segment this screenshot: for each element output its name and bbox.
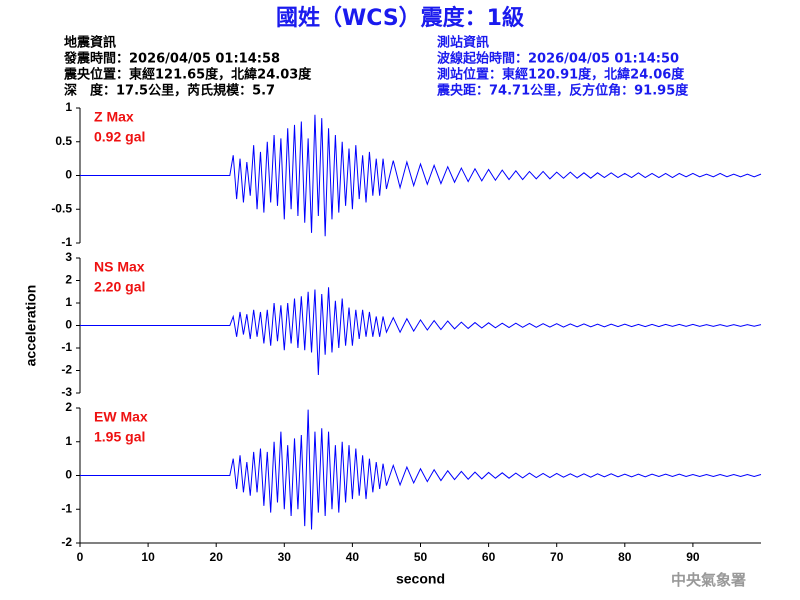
max-annotation: 1.95 gal	[94, 429, 145, 445]
y-tick-label: 1	[65, 434, 72, 448]
y-tick-label: 3	[65, 250, 72, 264]
station-line: 測站資訊	[437, 35, 489, 51]
info-line: 地震資訊	[64, 35, 116, 51]
x-tick-label: 70	[550, 550, 564, 564]
info-line: 震央位置：東經121.65度，北緯24.03度	[63, 67, 312, 83]
y-tick-label: -3	[61, 385, 72, 399]
info-line: 深 度：17.5公里，芮氏規模：5.7	[64, 83, 275, 99]
y-tick-label: 2	[65, 400, 72, 414]
max-annotation: EW Max	[94, 409, 148, 425]
y-tick-label: -1	[61, 235, 72, 249]
info-line: 發震時間：2026/04/05 01:14:58	[63, 51, 280, 67]
max-annotation: Z Max	[94, 109, 134, 125]
x-tick-label: 20	[210, 550, 224, 564]
waveform	[80, 409, 762, 530]
y-tick-label: 2	[65, 273, 72, 287]
x-tick-label: 80	[618, 550, 632, 564]
y-axis-label: acceleration	[23, 285, 39, 367]
y-tick-label: -1	[61, 340, 72, 354]
y-tick-label: 0	[65, 168, 72, 182]
y-tick-label: 1	[65, 100, 72, 114]
x-tick-label: 30	[278, 550, 292, 564]
waveform	[80, 287, 762, 376]
x-tick-label: 0	[77, 550, 84, 564]
y-tick-label: -1	[61, 501, 72, 515]
waveform	[80, 114, 762, 237]
y-tick-label: 0	[65, 468, 72, 482]
y-tick-label: -2	[61, 535, 72, 549]
x-tick-label: 40	[346, 550, 360, 564]
station-line: 震央距：74.71公里，反方位角：91.95度	[436, 83, 689, 99]
y-tick-label: -0.5	[51, 201, 72, 215]
x-tick-label: 50	[414, 550, 428, 564]
title: 國姓（WCS）震度：1級	[276, 5, 524, 31]
x-tick-label: 10	[141, 550, 155, 564]
station-line: 測站位置：東經120.91度，北緯24.06度	[437, 67, 685, 83]
y-tick-label: -2	[61, 363, 72, 377]
y-tick-label: 1	[65, 295, 72, 309]
footer: 中央氣象署	[671, 571, 746, 589]
x-tick-label: 60	[482, 550, 496, 564]
max-annotation: 2.20 gal	[94, 279, 145, 295]
x-axis-label: second	[396, 571, 445, 587]
max-annotation: 0.92 gal	[94, 129, 145, 145]
y-tick-label: 0	[65, 318, 72, 332]
station-line: 波線起始時間：2026/04/05 01:14:50	[437, 51, 679, 67]
y-tick-label: 0.5	[55, 134, 72, 148]
max-annotation: NS Max	[94, 259, 145, 275]
x-tick-label: 90	[686, 550, 700, 564]
